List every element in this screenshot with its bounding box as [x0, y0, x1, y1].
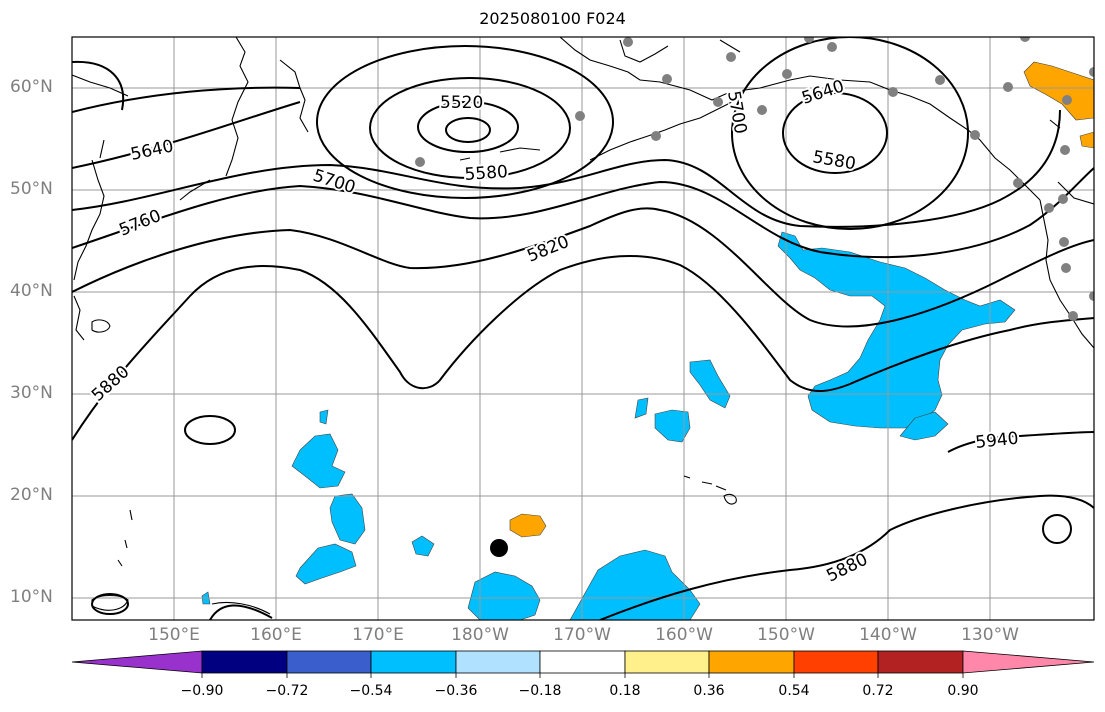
- lat-label: 40°N: [10, 281, 53, 301]
- typhoon-center-marker: [490, 539, 508, 557]
- colorbar-segment: [624, 650, 710, 674]
- colorbar-segment: [793, 650, 879, 674]
- colorbar-segment: [877, 650, 964, 674]
- colorbar-tick-label: 0.72: [862, 683, 894, 699]
- colorbar-tick-label: −0.54: [349, 683, 393, 699]
- lon-label: 160°E: [250, 625, 302, 645]
- lon-label: 140°W: [859, 625, 917, 645]
- colorbar-extend-high: [962, 650, 1095, 674]
- lon-label: 160°W: [655, 625, 713, 645]
- lon-label: 170°W: [553, 625, 611, 645]
- colorbar-extend-low: [71, 650, 203, 674]
- lat-label: 50°N: [10, 179, 53, 199]
- contour-label: 5580: [464, 162, 509, 185]
- graticule: [72, 37, 1094, 620]
- positive-anomaly-areas: [509, 61, 1094, 538]
- colorbar-tick-label: −0.18: [518, 683, 562, 699]
- colorbar-tick-label: 0.36: [693, 683, 725, 699]
- colorbar-segment: [201, 650, 288, 674]
- lon-label: 150°W: [757, 625, 815, 645]
- lat-label: 30°N: [10, 383, 53, 403]
- colorbar-segment: [708, 650, 795, 674]
- station-markers: [415, 37, 1094, 321]
- lat-label: 60°N: [10, 77, 53, 97]
- lat-label: 20°N: [10, 485, 53, 505]
- colorbar-segment: [370, 650, 457, 674]
- colorbar-segment: [455, 650, 541, 674]
- colorbar-tick-label: 0.90: [947, 683, 979, 699]
- negative-anomaly-areas: [201, 231, 1016, 620]
- lat-label: 10°N: [10, 587, 53, 607]
- coastlines: [72, 37, 1094, 615]
- colorbar-tick-label: 0.54: [778, 683, 810, 699]
- colorbar-tick-label: −0.90: [180, 683, 224, 699]
- colorbar-tick-label: −0.72: [265, 683, 309, 699]
- lon-label: 150°E: [148, 625, 200, 645]
- map-frame: [71, 36, 1095, 621]
- map-title: 2025080100 F024: [479, 9, 626, 28]
- height-contours: [72, 37, 1094, 620]
- contour-label: 5520: [440, 93, 483, 113]
- lon-label: 130°W: [961, 625, 1019, 645]
- lon-label: 170°E: [352, 625, 404, 645]
- colorbar-tick-label: −0.36: [434, 683, 478, 699]
- colorbar-segment: [539, 650, 626, 674]
- colorbar: [71, 650, 1095, 678]
- lon-label: 180°W: [451, 625, 509, 645]
- colorbar-tick-label: 0.18: [609, 683, 641, 699]
- colorbar-segment: [286, 650, 372, 674]
